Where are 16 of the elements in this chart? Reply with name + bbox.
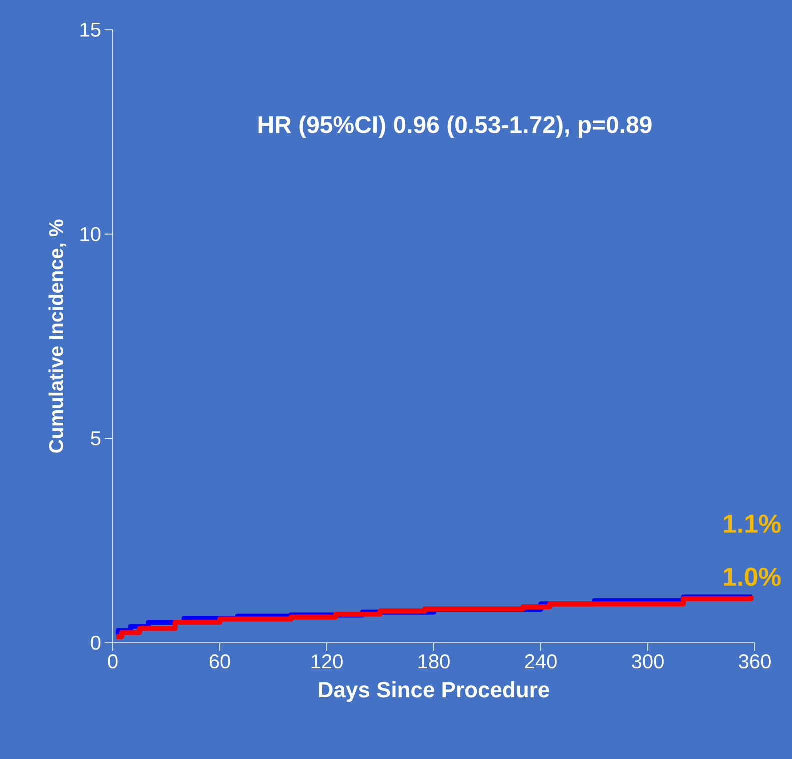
x-tick-label: 300 — [632, 654, 664, 669]
x-tick-label: 180 — [418, 654, 450, 669]
x-tick-label: 240 — [525, 654, 557, 669]
annotation: HR (95%CI) 0.96 (0.53-1.72), p=0.89 — [258, 116, 652, 138]
x-axis-title: Days Since Procedure — [319, 682, 550, 702]
y-axis-title: Cumulative Incidence, % — [48, 220, 66, 453]
x-tick-label: 120 — [312, 654, 343, 669]
x-tick-label: 0 — [108, 654, 118, 669]
x-tick-label: 60 — [210, 654, 230, 669]
annotation: 1.1% — [724, 514, 781, 534]
y-tick-label: 0 — [91, 636, 101, 650]
annotation: 1.0% — [724, 568, 781, 586]
y-tick-label: 15 — [80, 23, 101, 37]
y-tick-label: 5 — [91, 432, 101, 446]
x-tick-label: 360 — [739, 654, 771, 669]
y-tick-label: 10 — [80, 227, 101, 242]
